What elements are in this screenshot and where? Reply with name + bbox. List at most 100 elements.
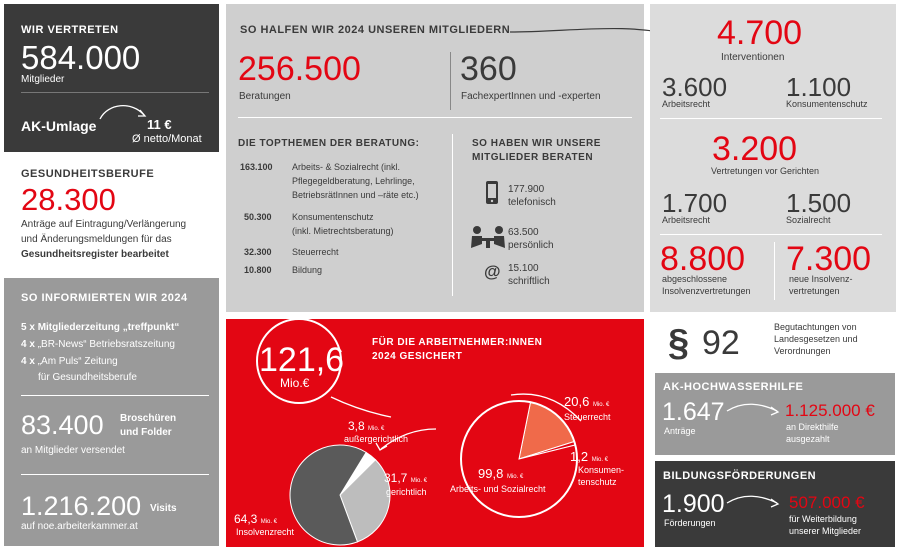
broschueren-label1: Broschüren (120, 413, 177, 424)
steuer-unit: Mio. € (592, 402, 610, 408)
bildung-panel: BILDUNGSFÖRDERUNGEN 1.900 Förderungen 50… (655, 461, 895, 547)
insolvenz-label: Insolvenzrecht (236, 527, 295, 537)
divider (774, 242, 775, 300)
hochwasser-panel: AK-HOCHWASSERHILFE 1.647 Anträge 1.125.0… (655, 373, 895, 455)
paragraph-line2: Landesgesetzen und (774, 334, 858, 344)
beratungen-number: 256.500 (238, 50, 361, 88)
beraten-label: schriftlich (508, 276, 550, 287)
arbeitsrecht2-number: 1.700 (662, 188, 728, 218)
bildung-amount-line2: unserer Mitglieder (789, 526, 862, 536)
total-unit: Mio.€ (280, 376, 310, 390)
insolvenz-value: 64,3 Mio. € (234, 512, 277, 526)
visits-sub: auf noe.arbeiterkammer.at (21, 521, 138, 532)
aussergericht-value: 3,8 Mio. € (348, 419, 384, 433)
hochwasser-number: 1.647 (662, 398, 725, 426)
halfen-panel: SO HALFEN WIR 2024 UNSEREN MITGLIEDERN 2… (226, 4, 679, 312)
vertreten-panel: WIR VERTRETEN 584.000 Mitglieder AK-Umla… (4, 4, 219, 152)
topthema-text: Arbeits- & Sozialrecht (inkl. (292, 162, 401, 172)
visits-number: 1.216.200 (21, 491, 142, 521)
beraten-label: persönlich (508, 240, 554, 251)
gesichert-graphic (256, 319, 582, 546)
members-label: Mitglieder (21, 74, 65, 85)
paragraph-icon: § (668, 322, 690, 364)
arbeits-value-text: 99,8 (478, 466, 504, 481)
bildung-heading: BILDUNGSFÖRDERUNGEN (663, 470, 817, 482)
topthema-text: Steuerrecht (292, 247, 339, 257)
arbeits-unit: Mio. € (506, 474, 524, 480)
sozialrecht-number: 1.500 (786, 188, 852, 218)
steuer-value-text: 20,6 (564, 394, 590, 409)
gesichert-heading1: FÜR DIE ARBEITNEHMER:INNEN (372, 337, 543, 348)
arrow-icon (380, 428, 437, 450)
arbeitsrecht1-label: Arbeitsrecht (662, 99, 711, 109)
aussergericht-label: außergerichtlich (344, 434, 409, 444)
aussergericht-unit: Mio. € (368, 426, 385, 432)
sozialrecht-label: Sozialrecht (786, 215, 831, 225)
topthemen-heading: DIE TOPTHEMEN DER BERATUNG: (238, 138, 420, 149)
topthema-text: Pflegegeldberatung, Lehrlinge, (292, 176, 415, 186)
hochwasser-heading: AK-HOCHWASSERHILFE (663, 381, 804, 393)
gerichte-number: 3.200 (712, 130, 798, 168)
arbeits-value: 99,8 Mio. € (478, 466, 523, 481)
gesundheit-number: 28.300 (21, 182, 116, 217)
bildung-label: Förderungen (664, 518, 716, 528)
gesundheit-line3: Gesundheitsregister bearbeitet (21, 249, 169, 260)
topthema-text: BetriebsrätInnen und –räte etc.) (292, 190, 419, 200)
konsumenten-value: 1,2 Mio. € (570, 449, 608, 464)
insolvenz-unit: Mio. € (260, 519, 278, 525)
konsumenten-value-text: 1,2 (570, 449, 589, 464)
divider (21, 395, 209, 396)
steuer-label: Steuerrecht (564, 412, 611, 422)
gerichte-label: Vertretungen vor Gerichten (711, 166, 820, 176)
divider (21, 92, 209, 93)
topthema-text: (inkl. Mietrechtsberatung) (292, 226, 394, 236)
topthema-text: Konsumentenschutz (292, 212, 374, 222)
gesundheit-panel: GESUNDHEITSBERUFE 28.300 Anträge auf Ein… (4, 158, 219, 270)
pie-slice-insolvenz (289, 444, 367, 546)
gesundheit-line1: Anträge auf Eintragung/Verlängerung (21, 219, 187, 230)
visits-label: Visits (150, 503, 177, 514)
umlage-sub: Ø netto/Monat (132, 133, 202, 145)
steuer-value: 20,6 Mio. € (564, 394, 609, 409)
bildung-amount: 507.000 € (789, 493, 865, 512)
topthema-value: 163.100 (240, 162, 273, 172)
aussergericht-value-text: 3,8 (348, 419, 365, 433)
bildung-number: 1.900 (662, 490, 725, 518)
topthema-value: 32.300 (244, 247, 272, 257)
konsumenten-unit: Mio. € (591, 457, 609, 463)
gesichert-heading2: 2024 GESICHERT (372, 351, 463, 362)
gericht-label: gerichtlich (386, 487, 427, 497)
pie-outline (460, 400, 578, 518)
arbeits-label: Arbeits- und Sozialrecht (450, 484, 546, 494)
insolvenz-new-line1: neue Insolvenz- (789, 274, 853, 284)
konsumentenschutz-number: 1.100 (786, 72, 852, 102)
broschueren-label2: und Folder (120, 427, 172, 438)
arrow-icon (375, 442, 388, 451)
gesundheit-line2: und Änderungsmeldungen für das (21, 234, 172, 245)
pie-arbeits (460, 400, 578, 518)
beraten-value: 63.500 (508, 227, 539, 238)
total-value: 121,6 (259, 341, 345, 379)
interventionen-label: Interventionen (721, 52, 785, 63)
informieren-heading: SO INFORMIERTEN WIR 2024 (21, 292, 188, 304)
meeting-icon (471, 226, 505, 248)
insolvenz-done-line1: abgeschlossene (662, 274, 728, 284)
hochwasser-amount: 1.125.000 € (785, 401, 875, 420)
topthema-value: 50.300 (244, 212, 272, 222)
arrow-icon (510, 393, 582, 422)
divider (660, 234, 882, 235)
insolvenz-value-text: 64,3 (234, 512, 258, 526)
paragraph-line3: Verordnungen (774, 346, 831, 356)
connector-line (330, 396, 392, 418)
arbeitsrecht2-label: Arbeitsrecht (662, 215, 711, 225)
interventionen-number: 4.700 (717, 14, 803, 52)
vertreten-heading: WIR VERTRETEN (21, 24, 119, 36)
arrow-icon (726, 403, 780, 416)
konsumentenschutz-label: Konsumentenschutz (786, 99, 868, 109)
informieren-panel: SO INFORMIERTEN WIR 2024 5 x Mitgliederz… (4, 278, 219, 546)
hochwasser-label: Anträge (664, 426, 696, 436)
insolvenz-new-line2: vertretungen (789, 286, 840, 296)
arrow-icon (99, 105, 147, 120)
experten-number: 360 (460, 50, 517, 88)
beraten-label: telefonisch (508, 197, 556, 208)
